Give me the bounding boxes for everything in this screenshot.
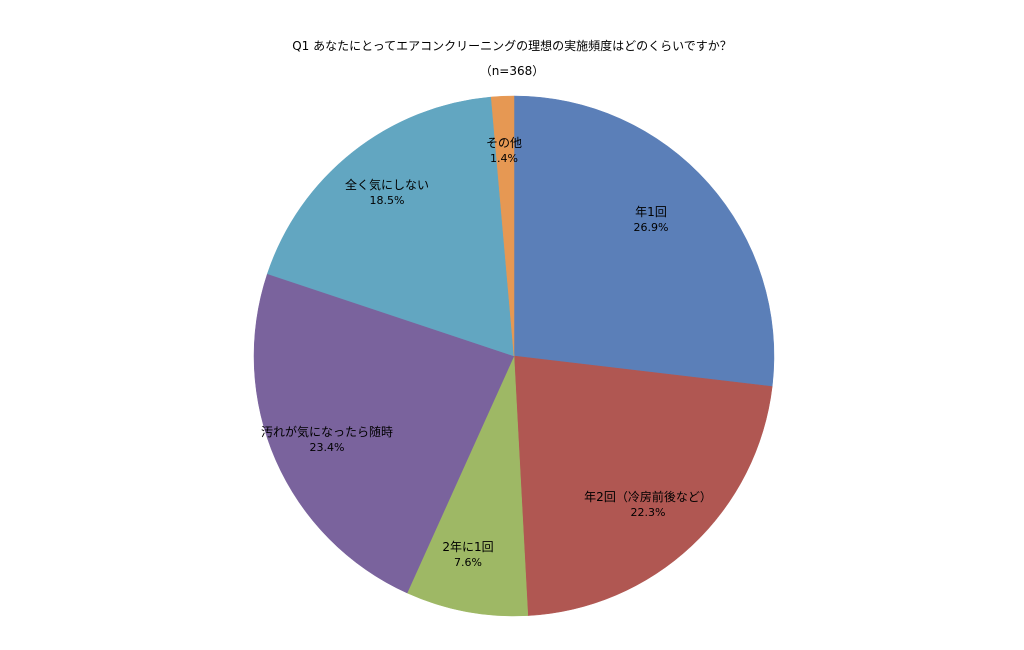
slice-label-yearly: 年1回 26.9% <box>634 205 669 235</box>
chart-subtitle: （n=368） <box>479 64 545 78</box>
slice-label-when-dirty: 汚れが気になったら随時 23.4% <box>261 425 393 455</box>
pie-slice <box>406 355 529 617</box>
pie-slice <box>253 273 515 594</box>
slice-name: その他 <box>485 136 523 150</box>
slice-name: 2年に1回 <box>442 540 494 554</box>
slice-percent: 18.5% <box>369 194 405 207</box>
slice-percent: 22.3% <box>630 506 666 519</box>
slice-percent: 1.4% <box>490 152 518 165</box>
slice-label-twice-yearly: 年2回（冷房前後など） 22.3% <box>584 490 712 520</box>
chart-title: Q1 あなたにとってエアコンクリーニングの理想の実施頻度はどのくらいですか？ <box>292 39 732 53</box>
slice-name: 全く気にしない <box>344 178 430 192</box>
slice-percent: 23.4% <box>309 441 345 454</box>
pie-slice <box>267 96 515 357</box>
slice-label-every-two-years: 2年に1回 7.6% <box>442 540 493 570</box>
slice-percent: 26.9% <box>633 221 669 234</box>
pie-slice <box>513 355 773 616</box>
slice-name: 年2回（冷房前後など） <box>584 490 712 504</box>
pie-slice <box>490 95 515 357</box>
slice-name: 年1回 <box>635 205 667 219</box>
slice-label-dont-care: 全く気にしない 18.5% <box>345 178 429 208</box>
pie-slices <box>253 95 775 617</box>
slice-name: 汚れが気になったら随時 <box>260 425 394 439</box>
slice-percent: 7.6% <box>454 556 482 569</box>
pie-slice <box>513 95 775 387</box>
slice-label-other: その他 1.4% <box>486 136 522 166</box>
